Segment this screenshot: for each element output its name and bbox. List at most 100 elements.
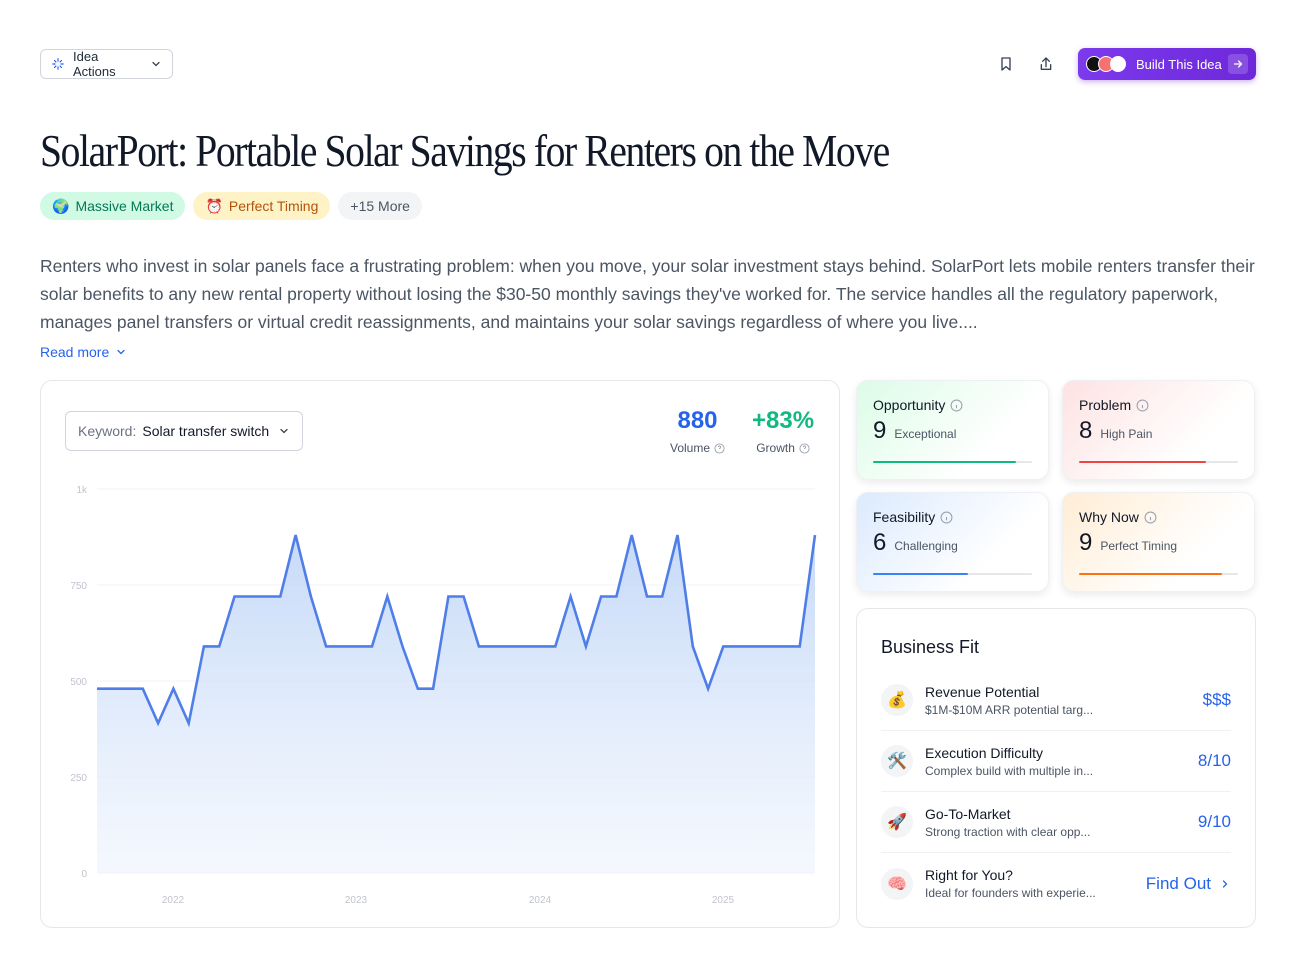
row-value: 8/10: [1197, 751, 1231, 770]
tag-label: +15 More: [350, 198, 410, 214]
growth-stat: +83% Growth: [752, 407, 814, 455]
trend-area: [97, 535, 815, 873]
trend-line: [97, 534, 817, 728]
tag-label: Massive Market: [75, 198, 174, 214]
keyword-label: Keyword:: [78, 423, 137, 439]
row-name: Go-To-Market: [925, 805, 1011, 822]
score-name: Feasibility: [873, 509, 936, 525]
volume-label: Volume: [670, 441, 711, 455]
chevron-down-icon: [117, 349, 125, 355]
opportunity-score-card[interactable]: Opportunity 9 Exceptional: [856, 380, 1049, 480]
feasibility-score-card[interactable]: Feasibility 6 Challenging: [856, 492, 1049, 592]
x-tick-label: 2025: [712, 895, 735, 906]
more-tags-button[interactable]: +15 More: [338, 192, 422, 220]
search-trend-chart: 0 250 500 750 1k 2022 2023 2024 2025: [70, 485, 817, 906]
read-more-label: Read more: [40, 344, 110, 360]
score-progress-fill: [1079, 573, 1223, 575]
row-description: Ideal for founders with experie...: [925, 886, 1096, 900]
business-fit-row-go-to-market[interactable]: 🚀 Go-To-Market Strong traction with clea…: [881, 792, 1231, 853]
idea-actions-label: Idea Actions: [73, 49, 116, 79]
find-out-link[interactable]: Find Out: [1146, 874, 1231, 894]
share-button[interactable]: [1030, 48, 1062, 80]
why-now-score-card[interactable]: Why Now 9 Perfect Timing: [1062, 492, 1255, 592]
volume-stat: 880 Volume: [670, 407, 725, 455]
row-name: Revenue Potential: [925, 683, 1040, 700]
business-fit-card: Business Fit 💰 Revenue Potential $1M-$10…: [856, 608, 1256, 928]
row-name: Right for You?: [925, 867, 1013, 883]
info-icon[interactable]: [1136, 399, 1149, 412]
score-progress-fill: [873, 573, 969, 575]
page-title: SolarPort: Portable Solar Savings for Re…: [40, 125, 890, 176]
row-value: 9/10: [1197, 812, 1231, 831]
tag-perfect-timing[interactable]: ⏰ Perfect Timing: [193, 192, 331, 220]
business-fit-title: Business Fit: [881, 637, 980, 657]
keyword-value: Solar transfer switch: [142, 423, 270, 439]
tools-icon: 🛠️: [881, 745, 913, 777]
row-description: Strong traction with clear opp...: [925, 824, 1091, 839]
info-icon[interactable]: [950, 399, 963, 412]
score-label: Exceptional: [894, 427, 957, 441]
tag-list: 🌍 Massive Market ⏰ Perfect Timing +15 Mo…: [40, 192, 422, 220]
tool-logo-icon: [1110, 56, 1126, 72]
help-icon[interactable]: [714, 442, 725, 454]
row-description: Complex build with multiple in...: [925, 763, 1094, 778]
score-value: 8: [1079, 417, 1093, 444]
bookmark-icon: [1001, 57, 1011, 71]
x-tick-label: 2024: [529, 895, 552, 906]
growth-value: +83%: [752, 407, 815, 434]
sparkle-icon: [52, 58, 64, 70]
tag-massive-market[interactable]: 🌍 Massive Market: [40, 192, 186, 220]
arrow-right-icon: [1228, 54, 1248, 74]
row-description: $1M-$10M ARR potential targ...: [925, 702, 1094, 717]
chevron-down-icon: [152, 61, 160, 67]
globe-icon: 🌍: [52, 197, 70, 214]
x-tick-label: 2022: [162, 895, 185, 906]
score-value: 9: [873, 417, 887, 444]
y-tick-label: 250: [70, 773, 87, 784]
business-fit-row-right-for-you[interactable]: 🧠 Right for You? Ideal for founders with…: [881, 853, 1231, 914]
read-more-link[interactable]: Read more: [40, 344, 127, 360]
rocket-icon: 🚀: [881, 806, 913, 838]
chevron-down-icon: [280, 428, 288, 434]
top-toolbar: Idea Actions Build This Idea: [40, 48, 1256, 80]
score-label: Perfect Timing: [1100, 539, 1178, 553]
score-label: Challenging: [894, 539, 958, 553]
row-value: $$$: [1202, 690, 1231, 709]
idea-description: Renters who invest in solar panels face …: [40, 256, 1255, 332]
score-progress-track: [1079, 461, 1238, 463]
y-tick-label: 0: [81, 869, 87, 880]
info-icon[interactable]: [1144, 511, 1157, 524]
problem-score-card[interactable]: Problem 8 High Pain: [1062, 380, 1255, 480]
score-progress-track: [873, 573, 1032, 575]
score-name: Why Now: [1079, 509, 1139, 525]
score-progress-track: [1079, 573, 1238, 575]
money-bag-icon: 💰: [881, 684, 913, 716]
tag-label: Perfect Timing: [228, 198, 319, 214]
build-button-label: Build This Idea: [1136, 56, 1222, 72]
business-fit-row-execution[interactable]: 🛠️ Execution Difficulty Complex build wi…: [881, 731, 1231, 792]
keyword-select[interactable]: Keyword: Solar transfer switch: [65, 411, 303, 451]
idea-actions-dropdown[interactable]: Idea Actions: [40, 49, 173, 79]
brain-icon: 🧠: [881, 867, 913, 900]
alarm-clock-icon: ⏰: [205, 197, 223, 214]
score-progress-track: [873, 461, 1032, 463]
x-tick-label: 2023: [345, 895, 368, 906]
score-progress-fill: [1079, 461, 1207, 463]
score-progress-fill: [873, 461, 1017, 463]
bookmark-button[interactable]: [990, 48, 1022, 80]
score-value: 6: [873, 529, 887, 556]
score-name: Opportunity: [873, 397, 946, 413]
help-icon[interactable]: [799, 442, 810, 454]
volume-value: 880: [677, 407, 718, 434]
business-fit-row-revenue[interactable]: 💰 Revenue Potential $1M-$10M ARR potenti…: [881, 670, 1231, 731]
tool-logos: [1086, 56, 1126, 72]
build-this-idea-button[interactable]: Build This Idea: [1078, 48, 1256, 80]
chevron-right-icon: [1222, 879, 1228, 888]
y-tick-label: 1k: [76, 485, 88, 496]
info-icon[interactable]: [940, 511, 953, 524]
row-value: Find Out: [1145, 873, 1211, 893]
score-value: 9: [1079, 529, 1093, 556]
score-name: Problem: [1079, 397, 1132, 413]
y-tick-label: 750: [70, 581, 87, 592]
growth-label: Growth: [756, 441, 795, 455]
